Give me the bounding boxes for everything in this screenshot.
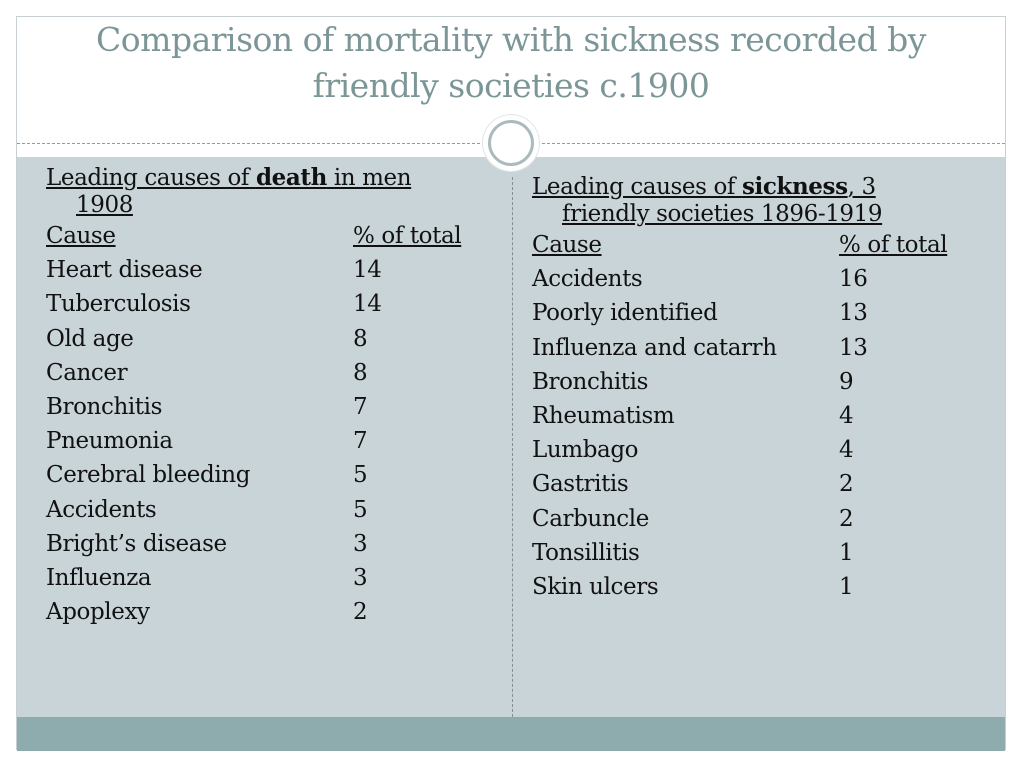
cause-cell: Heart disease	[46, 257, 203, 284]
percent-cell: 3	[353, 530, 368, 557]
table-row: Gastritis 2	[532, 467, 982, 501]
table-row: Cancer 8	[46, 356, 486, 390]
col-header-cause: Cause	[532, 232, 602, 258]
circle-ornament-ring	[488, 120, 534, 166]
cause-cell: Skin ulcers	[532, 573, 659, 600]
sickness-causes-heading: Leading causes of sickness, 3 friendly s…	[532, 173, 982, 228]
heading-bold: sickness	[741, 173, 848, 200]
cause-cell: Old age	[46, 325, 134, 352]
heading-line2: 1908	[76, 192, 133, 218]
table-header-row: Cause % of total	[532, 228, 982, 262]
percent-cell: 3	[353, 564, 368, 591]
percent-cell: 1	[839, 539, 854, 566]
cause-cell: Influenza	[46, 564, 152, 591]
percent-cell: 4	[839, 402, 854, 429]
table-row: Cerebral bleeding 5	[46, 458, 486, 492]
percent-cell: 8	[353, 325, 368, 352]
table-row: Tuberculosis 14	[46, 287, 486, 321]
sickness-causes-column: Leading causes of sickness, 3 friendly s…	[532, 173, 982, 604]
heading-bold: death	[255, 164, 327, 191]
percent-cell: 2	[839, 505, 854, 532]
table-row: Influenza 3	[46, 561, 486, 595]
table-row: Bronchitis 7	[46, 390, 486, 424]
table-row: Lumbago 4	[532, 433, 982, 467]
percent-cell: 1	[839, 573, 854, 600]
table-row: Skin ulcers 1	[532, 570, 982, 604]
cause-cell: Accidents	[532, 266, 643, 293]
percent-cell: 7	[353, 393, 368, 420]
cause-cell: Tuberculosis	[46, 291, 191, 318]
death-causes-table: Cause % of total Heart disease 14 Tubercul…	[46, 219, 486, 629]
cause-cell: Lumbago	[532, 437, 639, 464]
sickness-causes-table: Cause % of total Accidents 16 Poorly ident…	[532, 228, 982, 604]
table-row: Pneumonia 7	[46, 424, 486, 458]
col-header-percent: % of total	[353, 223, 462, 249]
heading-suffix: in men	[326, 165, 412, 191]
heading-prefix: Leading causes of	[532, 174, 742, 200]
percent-cell: 16	[839, 266, 868, 293]
table-row: Heart disease 14	[46, 253, 486, 287]
content-panel	[17, 157, 1005, 717]
table-row: Rheumatism 4	[532, 399, 982, 433]
heading-prefix: Leading causes of	[46, 165, 256, 191]
percent-cell: 8	[353, 359, 368, 386]
col-header-percent: % of total	[839, 232, 948, 258]
column-divider	[512, 177, 513, 717]
table-row: Bronchitis 9	[532, 365, 982, 399]
cause-cell: Poorly identified	[532, 300, 718, 327]
cause-cell: Carbuncle	[532, 505, 649, 532]
cause-cell: Accidents	[46, 496, 157, 523]
cause-cell: Apoplexy	[46, 599, 150, 626]
cause-cell: Rheumatism	[532, 402, 675, 429]
cause-cell: Influenza and catarrh	[532, 334, 777, 361]
table-row: Influenza and catarrh 13	[532, 331, 982, 365]
cause-cell: Gastritis	[532, 471, 629, 498]
cause-cell: Bright’s disease	[46, 530, 227, 557]
percent-cell: 2	[353, 599, 368, 626]
percent-cell: 13	[839, 300, 868, 327]
slide-title: Comparison of mortality with sickness re…	[96, 20, 926, 105]
cause-cell: Bronchitis	[532, 368, 649, 395]
cause-cell: Pneumonia	[46, 428, 173, 455]
cause-cell: Bronchitis	[46, 393, 163, 420]
table-row: Accidents 5	[46, 493, 486, 527]
percent-cell: 13	[839, 334, 868, 361]
table-row: Apoplexy 2	[46, 595, 486, 629]
circle-ornament-icon	[483, 115, 539, 171]
table-row: Poorly identified 13	[532, 296, 982, 330]
percent-cell: 9	[839, 368, 854, 395]
percent-cell: 7	[353, 428, 368, 455]
percent-cell: 5	[353, 462, 368, 489]
table-header-row: Cause % of total	[46, 219, 486, 253]
table-row: Accidents 16	[532, 262, 982, 296]
percent-cell: 4	[839, 437, 854, 464]
heading-suffix: , 3	[847, 174, 876, 200]
table-row: Carbuncle 2	[532, 502, 982, 536]
percent-cell: 14	[353, 257, 382, 284]
heading-line2: friendly societies 1896-1919	[562, 201, 883, 227]
col-header-cause: Cause	[46, 223, 116, 249]
table-row: Tonsillitis 1	[532, 536, 982, 570]
cause-cell: Cancer	[46, 359, 128, 386]
slide: Comparison of mortality with sickness re…	[16, 16, 1006, 751]
cause-cell: Cerebral bleeding	[46, 462, 251, 489]
table-row: Bright’s disease 3	[46, 527, 486, 561]
footer-band	[17, 717, 1005, 751]
percent-cell: 2	[839, 471, 854, 498]
percent-cell: 5	[353, 496, 368, 523]
table-row: Old age 8	[46, 322, 486, 356]
death-causes-column: Leading causes of death in men 1908 Caus…	[46, 164, 486, 629]
percent-cell: 14	[353, 291, 382, 318]
death-causes-heading: Leading causes of death in men 1908	[46, 164, 486, 219]
cause-cell: Tonsillitis	[532, 539, 640, 566]
